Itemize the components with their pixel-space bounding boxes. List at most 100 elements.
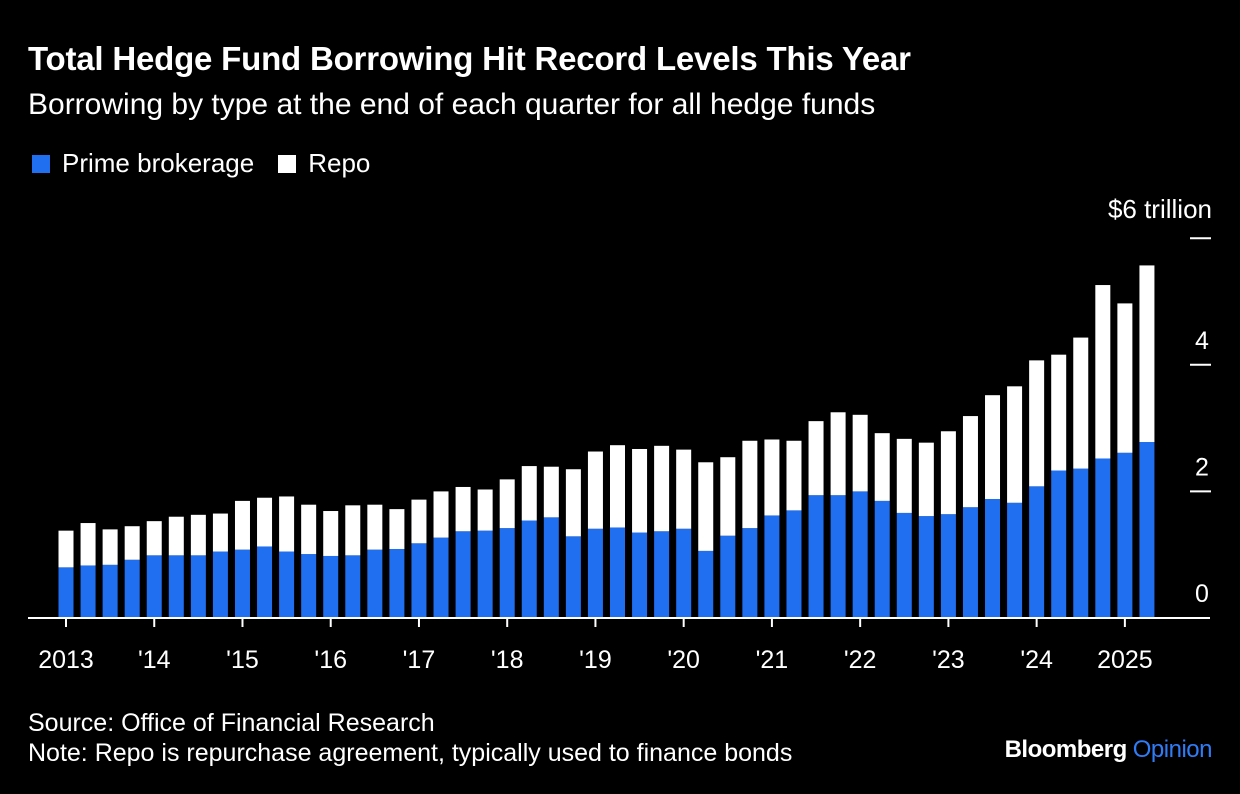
bar-prime-brokerage [521,520,537,618]
brand-suffix: Opinion [1132,736,1213,763]
bar-prime-brokerage [1117,452,1133,618]
bar-prime-brokerage [212,551,228,618]
bar-prime-brokerage [632,532,648,618]
legend-label-prime-brokerage: Prime brokerage [62,148,255,178]
bar-repo [896,438,912,513]
bar-prime-brokerage [146,555,162,618]
x-tick-label: '16 [314,646,347,674]
footnote: Note: Repo is repurchase agreement, typi… [28,739,793,767]
bar-prime-brokerage [279,551,295,618]
bar-prime-brokerage [808,495,824,618]
bar-repo [168,516,184,556]
bar-prime-brokerage [1073,468,1089,618]
bar-prime-brokerage [896,512,912,618]
x-tick-label: 2013 [38,646,94,674]
bar-repo [654,445,670,532]
x-tick-label: '21 [756,646,789,674]
bar-prime-brokerage [565,536,581,618]
bar-prime-brokerage [1007,502,1023,618]
source-note: Source: Office of Financial Research [28,709,435,737]
bar-repo [146,521,162,556]
legend-label-repo: Repo [308,148,371,178]
bar-repo [323,511,339,556]
bar-repo [389,509,405,550]
bar-repo [433,491,449,538]
bar-repo [234,500,250,550]
brand-name: Bloomberg [1004,736,1128,763]
bar-prime-brokerage [1029,486,1045,618]
bar-repo [58,530,74,568]
bar-repo [918,442,934,517]
bar-prime-brokerage [962,507,978,618]
bar-repo [852,414,868,492]
bar-prime-brokerage [742,528,758,618]
legend-swatch-repo [278,154,297,173]
bar-prime-brokerage [543,517,559,618]
bar-prime-brokerage [1051,470,1067,618]
bar-prime-brokerage [698,550,714,618]
bar-prime-brokerage [433,537,449,618]
bar-prime-brokerage [345,555,361,618]
bar-repo [257,497,273,547]
bar-prime-brokerage [367,549,383,618]
bar-repo [411,499,427,544]
bar-repo [543,466,559,518]
bar-repo [80,523,96,566]
bar-repo [124,526,140,560]
x-tick-label: '17 [403,646,436,674]
bar-repo [676,449,692,529]
chart-subtitle: Borrowing by type at the end of each qua… [28,88,876,121]
bar-prime-brokerage [940,514,956,618]
legend-swatch-prime-brokerage [32,154,50,173]
x-tick-label: '20 [667,646,700,674]
bar-repo [212,513,228,552]
y-tick-label: 0 [1195,580,1209,608]
bar-prime-brokerage [764,515,780,618]
x-tick-label: '23 [932,646,965,674]
bar-prime-brokerage [58,567,74,618]
bar-prime-brokerage [80,565,96,618]
bar-repo [940,431,956,515]
bar-repo [301,504,317,555]
chart-title: Total Hedge Fund Borrowing Hit Record Le… [28,40,911,77]
bar-repo [808,421,824,496]
x-tick-label: '24 [1020,646,1053,674]
bar-repo [565,469,581,537]
bar-repo [345,505,361,556]
legend-item-prime-brokerage: Prime brokerage [32,148,254,179]
bar-repo [632,448,648,533]
bar-prime-brokerage [654,531,670,618]
bar-prime-brokerage [610,527,625,618]
bar-prime-brokerage [918,516,934,618]
bar-prime-brokerage [830,495,846,618]
x-tick-label: '19 [579,646,612,674]
bar-prime-brokerage [477,530,493,618]
y-tick-label: 4 [1195,327,1209,355]
bar-repo [102,529,118,565]
bar-repo [1095,285,1111,459]
bar-repo [190,514,206,556]
x-tick-label: '22 [844,646,877,674]
bar-prime-brokerage [301,554,317,618]
bar-repo [962,416,978,508]
bar-prime-brokerage [499,528,515,618]
bar-repo [1117,303,1133,453]
x-tick-label: '14 [138,646,171,674]
bar-repo [367,504,383,550]
bar-prime-brokerage [124,559,140,618]
bar-prime-brokerage [102,564,118,618]
bar-repo [1029,360,1045,487]
bar-repo [587,451,603,529]
bar-prime-brokerage [587,528,603,618]
y-axis-title: $6 trillion [1107,194,1212,224]
bar-prime-brokerage [190,555,206,618]
bar-prime-brokerage [389,549,405,618]
bar-repo [279,496,295,552]
bar-prime-brokerage [323,555,339,618]
bar-prime-brokerage [168,555,184,618]
bar-prime-brokerage [985,498,1001,618]
bar-prime-brokerage [1095,458,1111,618]
bar-prime-brokerage [786,510,802,618]
bar-repo [786,440,802,511]
y-tick-label: 2 [1195,453,1209,481]
